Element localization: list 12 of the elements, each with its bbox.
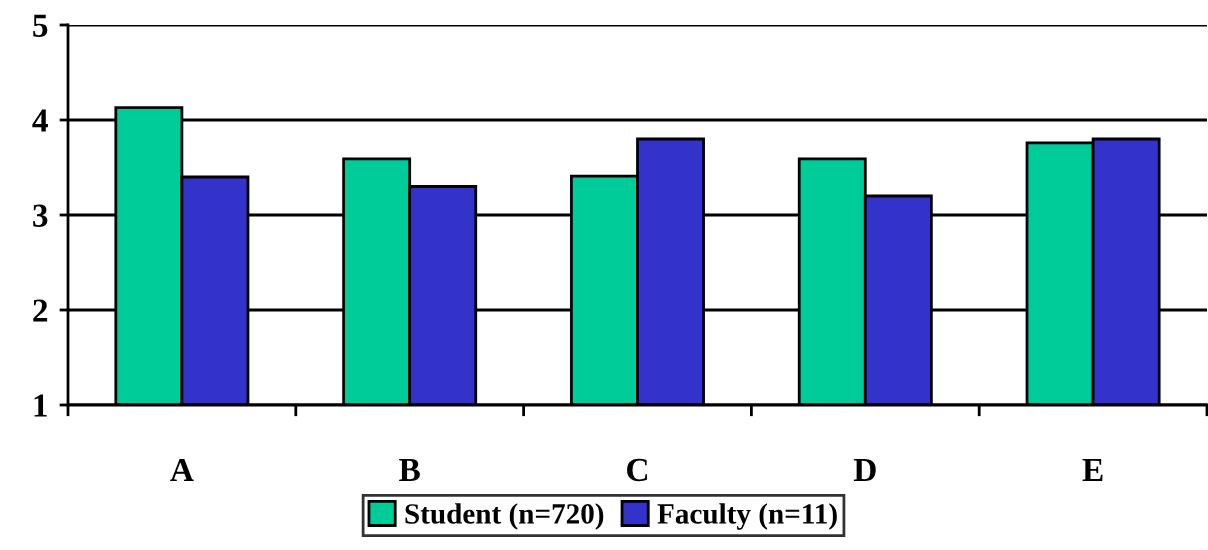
y-tick-label: 4 <box>32 109 48 132</box>
x-tick-label: A <box>170 458 194 481</box>
y-tick-label: 2 <box>33 299 48 322</box>
y-tick-label: 3 <box>33 204 48 227</box>
x-tick-label: B <box>399 459 420 482</box>
x-tick-label: C <box>627 458 647 482</box>
y-tick-label: 1 <box>34 394 47 417</box>
x-tick-label: E <box>1082 459 1103 481</box>
y-tick-label: 5 <box>33 14 48 37</box>
legend-label: Faculty (n=11) <box>657 503 837 530</box>
legend-label: Student (n=720) <box>405 503 604 530</box>
x-tick-label: D <box>853 459 876 481</box>
